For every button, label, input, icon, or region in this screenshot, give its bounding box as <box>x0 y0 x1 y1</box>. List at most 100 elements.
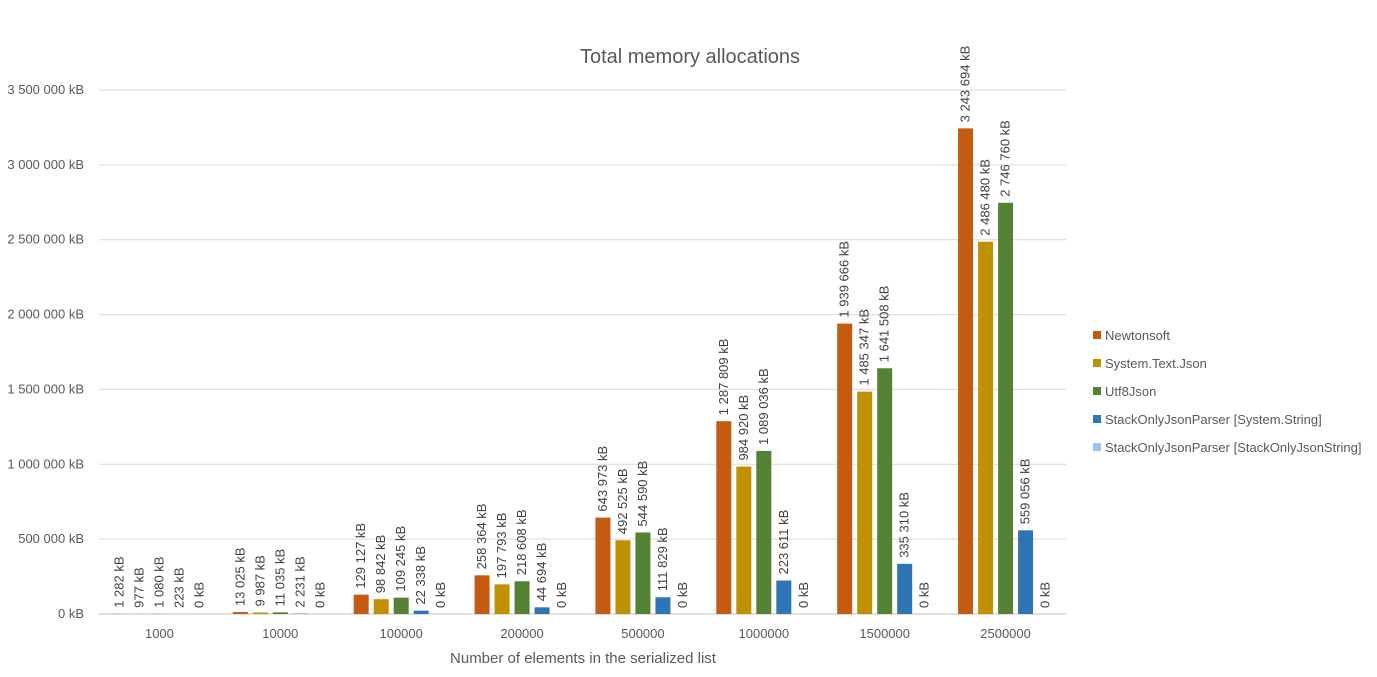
legend-label: Newtonsoft <box>1105 328 1170 343</box>
bar <box>716 421 732 614</box>
bar <box>756 450 772 614</box>
data-label: 335 310 kB <box>897 492 912 558</box>
gridlines <box>99 89 1066 615</box>
legend-label: Utf8Json <box>1105 384 1156 399</box>
bar <box>615 540 631 614</box>
bar <box>998 202 1014 614</box>
x-tick-label: 100000 <box>379 626 422 641</box>
data-label: 559 056 kB <box>1018 459 1033 525</box>
data-label: 544 590 kB <box>635 461 650 527</box>
data-label: 977 kB <box>131 567 146 607</box>
data-label: 129 127 kB <box>353 523 368 589</box>
x-tick-label: 200000 <box>500 626 543 641</box>
bar <box>534 607 550 614</box>
x-tick-label: 500000 <box>621 626 664 641</box>
data-label: 2 746 760 kB <box>998 120 1013 197</box>
bar <box>897 563 913 614</box>
bar <box>252 612 268 614</box>
data-label: 0 kB <box>917 582 932 608</box>
bar <box>655 597 671 614</box>
legend-item: Newtonsoft <box>1093 328 1170 343</box>
data-label: 1 089 036 kB <box>756 368 771 445</box>
data-label: 2 231 kB <box>292 556 307 607</box>
bar <box>413 610 429 614</box>
data-label: 22 338 kB <box>413 546 428 605</box>
legend-swatch <box>1093 415 1101 423</box>
bar <box>373 599 389 614</box>
y-tick-label: 1 500 000 kB <box>7 381 84 396</box>
bar <box>494 584 510 614</box>
legend-label: StackOnlyJsonParser [StackOnlyJsonString… <box>1105 440 1362 455</box>
legend-label: StackOnlyJsonParser [System.String] <box>1105 412 1322 427</box>
bar <box>595 517 611 614</box>
legend-label: System.Text.Json <box>1105 356 1207 371</box>
chart-title: Total memory allocations <box>580 46 800 68</box>
data-label: 0 kB <box>433 582 448 608</box>
y-axis-tick-labels: 0 kB 500 000 kB 1 000 000 kB 1 500 000 kB 2 … <box>7 82 84 621</box>
bar <box>232 612 248 614</box>
data-label: 3 243 694 kB <box>958 46 973 123</box>
bar <box>857 391 873 614</box>
bar <box>1018 530 1034 614</box>
x-axis-title: Number of elements in the serialized lis… <box>450 650 717 667</box>
data-label: 1 080 kB <box>151 557 166 608</box>
x-tick-label: 10000 <box>262 626 298 641</box>
bar <box>958 128 974 614</box>
data-label: 223 kB <box>171 567 186 607</box>
bar <box>393 597 409 614</box>
legend-item: StackOnlyJsonParser [System.String] <box>1093 412 1322 427</box>
x-tick-label: 2500000 <box>980 626 1031 641</box>
data-label: 11 035 kB <box>272 549 287 607</box>
bar <box>736 466 752 614</box>
y-tick-label: 1 000 000 kB <box>7 456 84 471</box>
data-label: 0 kB <box>1038 582 1053 608</box>
data-label: 98 842 kB <box>373 535 388 594</box>
bar <box>272 612 288 614</box>
bar <box>474 575 490 614</box>
data-label: 111 829 kB <box>655 527 670 591</box>
y-tick-label: 2 500 000 kB <box>7 232 84 247</box>
data-label: 0 kB <box>796 582 811 608</box>
data-label: 0 kB <box>191 582 206 608</box>
y-tick-label: 500 000 kB <box>18 531 84 546</box>
legend-item: StackOnlyJsonParser [StackOnlyJsonString… <box>1093 440 1362 455</box>
data-label: 2 486 480 kB <box>978 159 993 236</box>
data-label: 0 kB <box>312 582 327 608</box>
legend-item: Utf8Json <box>1093 384 1156 399</box>
data-label: 1 939 666 kB <box>837 241 852 318</box>
data-label: 1 282 kB <box>111 556 126 607</box>
data-labels: 1 282 kB 977 kB 1 080 kB 223 kB 0 kB 13 025 k… <box>111 46 1052 608</box>
data-label: 197 793 kB <box>494 513 509 579</box>
data-label: 1 287 809 kB <box>716 339 731 416</box>
data-label: 1 485 347 kB <box>857 309 872 386</box>
legend-swatch <box>1093 387 1101 395</box>
data-label: 223 611 kB <box>776 510 791 575</box>
data-label: 9 987 kB <box>252 555 267 606</box>
data-label: 643 973 kB <box>595 446 610 512</box>
legend-item: System.Text.Json <box>1093 356 1207 371</box>
legend-swatch <box>1093 359 1101 367</box>
bar <box>635 532 651 614</box>
data-label: 109 245 kB <box>393 526 408 592</box>
y-tick-label: 2 000 000 kB <box>7 307 84 322</box>
y-tick-label: 3 500 000 kB <box>7 82 84 97</box>
data-label: 44 694 kB <box>534 543 549 602</box>
x-tick-label: 1000 <box>145 626 174 641</box>
y-tick-label: 0 kB <box>58 606 84 621</box>
data-label: 984 920 kB <box>736 395 751 461</box>
data-label: 492 525 kB <box>615 468 630 534</box>
bars <box>111 128 1034 615</box>
legend-swatch <box>1093 331 1101 339</box>
data-label: 13 025 kB <box>232 548 247 607</box>
legend: Newtonsoft System.Text.Json Utf8Json StackO… <box>1093 328 1362 455</box>
legend-swatch <box>1093 443 1101 451</box>
data-label: 0 kB <box>675 582 690 608</box>
data-label: 0 kB <box>554 582 569 608</box>
data-label: 218 608 kB <box>514 509 529 575</box>
x-axis-tick-labels: 1000 10000 100000 200000 500000 1000000 150000… <box>145 626 1031 641</box>
bar <box>877 368 893 614</box>
bar <box>514 581 530 614</box>
x-tick-label: 1000000 <box>739 626 790 641</box>
x-tick-label: 1500000 <box>859 626 910 641</box>
data-label: 258 364 kB <box>474 504 489 570</box>
